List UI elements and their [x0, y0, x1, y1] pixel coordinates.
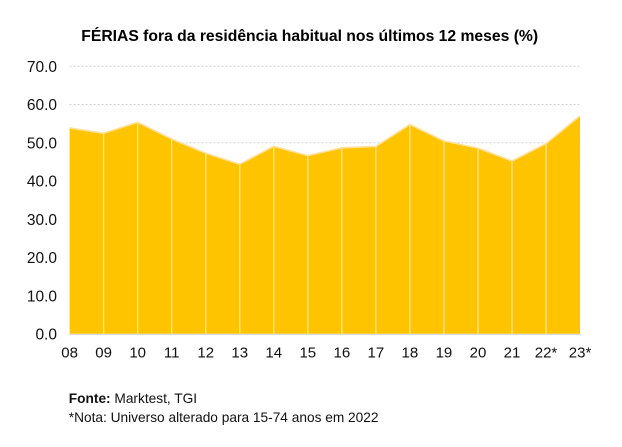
svg-text:14: 14: [265, 344, 282, 361]
svg-text:09: 09: [95, 344, 112, 361]
svg-text:Fonte: Marktest, TGI: Fonte: Marktest, TGI: [69, 391, 197, 406]
svg-text:20: 20: [470, 344, 487, 361]
svg-text:*Nota: Universo alterado para: *Nota: Universo alterado para 15-74 anos…: [69, 410, 379, 425]
svg-text:10: 10: [129, 344, 146, 361]
svg-text:12: 12: [197, 344, 214, 361]
svg-text:70.0: 70.0: [27, 59, 58, 76]
svg-text:19: 19: [436, 344, 453, 361]
svg-text:10.0: 10.0: [27, 288, 58, 305]
svg-text:15: 15: [299, 344, 316, 361]
svg-text:23*: 23*: [569, 344, 592, 361]
svg-text:0.0: 0.0: [35, 327, 57, 344]
svg-text:21: 21: [504, 344, 521, 361]
svg-text:FÉRIAS fora da residência habi: FÉRIAS fora da residência habitual nos ú…: [81, 26, 538, 45]
svg-text:40.0: 40.0: [27, 174, 58, 191]
svg-text:50.0: 50.0: [27, 135, 58, 152]
svg-text:16: 16: [333, 344, 350, 361]
svg-text:08: 08: [61, 344, 78, 361]
svg-text:13: 13: [231, 344, 248, 361]
svg-text:60.0: 60.0: [27, 97, 58, 114]
svg-text:20.0: 20.0: [27, 250, 58, 267]
svg-text:30.0: 30.0: [27, 212, 58, 229]
svg-text:22*: 22*: [535, 344, 558, 361]
svg-text:17: 17: [368, 344, 385, 361]
svg-text:18: 18: [402, 344, 419, 361]
svg-text:11: 11: [164, 344, 180, 361]
